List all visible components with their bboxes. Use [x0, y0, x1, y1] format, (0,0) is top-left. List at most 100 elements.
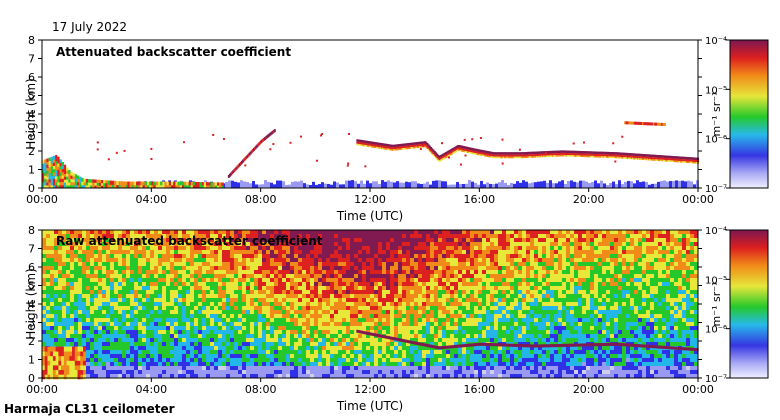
noise-cell — [326, 302, 330, 306]
cloud-base-cell — [518, 156, 521, 159]
cloud-base-cell — [615, 156, 618, 159]
boundary-layer-cell — [212, 182, 215, 186]
noise-cell — [214, 242, 218, 246]
noise-cell — [166, 314, 170, 318]
noise-cell — [214, 250, 218, 254]
noise-cell — [250, 278, 254, 282]
noise-cell — [94, 314, 98, 318]
noise-cell — [170, 282, 174, 286]
noise-cell — [282, 298, 286, 302]
noise-cell — [414, 298, 418, 302]
speck-cell — [244, 164, 247, 167]
noise-cell — [246, 350, 250, 354]
noise-cell — [330, 374, 334, 378]
low-band-cell — [531, 182, 534, 188]
noise-cell — [234, 262, 238, 266]
noise-cell — [382, 374, 386, 378]
noise-cell — [138, 230, 142, 234]
noise-cell — [254, 354, 258, 358]
noise-cell — [94, 302, 98, 306]
noise-cell — [382, 338, 386, 342]
noise-cell — [166, 254, 170, 258]
x-tick-label: 12:00 — [354, 193, 386, 206]
noise-cell — [126, 274, 130, 278]
noise-cell — [214, 278, 218, 282]
noise-cell — [94, 342, 98, 346]
noise-cell — [202, 298, 206, 302]
low-band-cell — [273, 184, 276, 188]
noise-cell — [86, 338, 90, 342]
boundary-layer-cell — [94, 185, 97, 189]
noise-cell — [74, 262, 78, 266]
noise-cell — [42, 246, 46, 250]
noise-cell — [386, 358, 390, 362]
noise-cell — [402, 294, 406, 298]
noise-cell — [202, 366, 206, 370]
cloud-base-cell — [390, 144, 393, 148]
cloud-base-cell — [496, 152, 499, 155]
noise-cell — [118, 250, 122, 254]
noise-cell — [110, 342, 114, 346]
noise-cell — [162, 298, 166, 302]
cloud-base-cell — [490, 156, 493, 158]
noise-cell — [326, 330, 330, 334]
cloud-base-cell — [625, 157, 628, 159]
noise-cell — [58, 254, 62, 258]
noise-cell — [170, 334, 174, 338]
boundary-layer-cell — [129, 181, 132, 186]
noise-cell — [182, 250, 186, 254]
boundary-layer-cell — [76, 175, 80, 180]
noise-cell — [418, 262, 422, 266]
noise-cell — [334, 374, 338, 378]
low-band-cell — [351, 180, 354, 188]
noise-cell — [302, 326, 306, 330]
noise-cell — [250, 326, 254, 330]
noise-cell — [310, 346, 314, 350]
noise-cell — [150, 326, 154, 330]
noise-cell — [226, 338, 230, 342]
noise-cell — [414, 318, 418, 322]
noise-cell — [114, 306, 118, 310]
noise-cell — [186, 354, 190, 358]
noise-cell — [230, 374, 234, 378]
noise-cell — [394, 274, 398, 278]
cloud-base-cell — [458, 149, 461, 152]
noise-cell — [414, 262, 418, 266]
noise-cell — [422, 234, 426, 238]
noise-cell — [274, 366, 278, 370]
noise-cell — [402, 358, 406, 362]
noise-cell — [326, 298, 330, 302]
boundary-layer-cell — [96, 179, 99, 183]
noise-cell — [62, 254, 66, 258]
noise-cell — [106, 362, 110, 366]
noise-cell — [366, 294, 370, 298]
noise-cell — [402, 314, 406, 318]
noise-cell — [78, 334, 82, 338]
noise-cell — [198, 322, 202, 326]
noise-cell — [178, 242, 182, 246]
noise-cell — [134, 234, 138, 238]
noise-cell — [254, 282, 258, 286]
noise-cell — [222, 266, 226, 270]
noise-cell — [218, 286, 222, 290]
cloud-base-cell — [432, 152, 435, 155]
noise-cell — [342, 282, 346, 286]
noise-cell — [90, 234, 94, 238]
noise-cell — [90, 262, 94, 266]
noise-cell — [234, 302, 238, 306]
noise-cell — [54, 290, 58, 294]
noise-cell — [90, 270, 94, 274]
noise-cell — [214, 246, 218, 250]
noise-cell — [234, 306, 238, 310]
noise-cell — [90, 294, 94, 298]
boundary-layer-cell — [59, 162, 62, 167]
noise-cell — [350, 334, 354, 338]
noise-cell — [386, 258, 390, 262]
cloud-base-cell — [639, 153, 642, 157]
cloud-base-cell — [400, 146, 403, 149]
noise-cell — [198, 278, 202, 282]
boundary-layer-cell — [109, 184, 113, 189]
noise-cell — [286, 306, 290, 310]
noise-cell — [58, 230, 62, 234]
y-tick-label: 6 — [28, 71, 35, 84]
